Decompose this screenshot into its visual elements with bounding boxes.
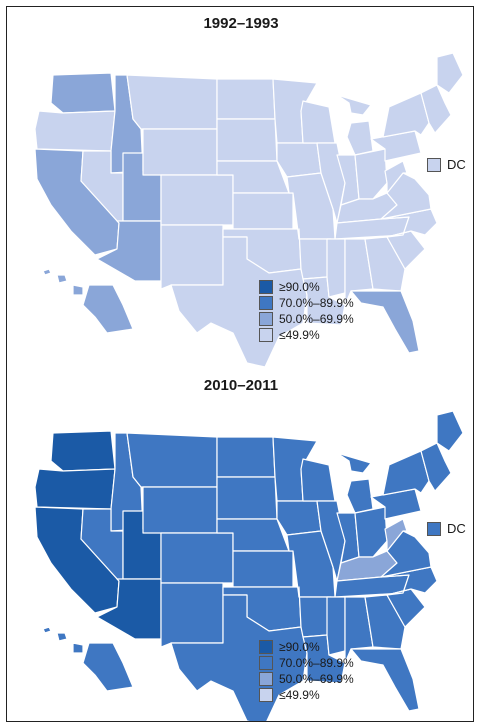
state-or: [34, 468, 116, 510]
state-wy: [142, 128, 218, 176]
legend-label: ≤49.9%: [279, 328, 320, 342]
state-ga: [364, 594, 406, 650]
legend-swatch: [259, 280, 273, 294]
state-va: [380, 172, 432, 220]
us-choropleth-map: [34, 52, 464, 367]
legend-label: 70.0%–89.9%: [279, 656, 354, 670]
state-wa: [50, 72, 116, 114]
map-panel-1992-1993: 1992–1993 DC ≥90.0% 70.0%–89.9% 50.0%–69…: [7, 7, 475, 367]
state-ia: [276, 500, 322, 536]
state-wv: [384, 518, 408, 552]
state-sd: [216, 118, 278, 162]
legend-label: ≤49.9%: [279, 688, 320, 702]
state-mt: [126, 432, 218, 488]
state-nd: [216, 78, 276, 120]
state-me: [436, 410, 464, 452]
legend-label: 70.0%–89.9%: [279, 296, 354, 310]
figure-frame: 1992–1993 DC ≥90.0% 70.0%–89.9% 50.0%–69…: [6, 6, 474, 722]
dc-label: DC: [447, 157, 466, 172]
state-fl: [350, 648, 420, 712]
state-nm: [160, 582, 224, 648]
state-ks: [232, 192, 294, 230]
legend: ≥90.0% 70.0%–89.9% 50.0%–69.9% ≤49.9%: [259, 639, 354, 703]
legend-item: 70.0%–89.9%: [259, 295, 354, 311]
legend-swatch: [259, 672, 273, 686]
state-wy: [142, 486, 218, 534]
dc-indicator: DC: [427, 157, 466, 172]
legend-item: ≤49.9%: [259, 687, 354, 703]
dc-indicator: DC: [427, 521, 466, 536]
state-mt: [126, 74, 218, 130]
legend-label: ≥90.0%: [279, 640, 320, 654]
state-me: [436, 52, 464, 94]
state-mi: [336, 452, 374, 514]
state-ny: [382, 450, 430, 496]
state-nm: [160, 224, 224, 290]
state-hi: [42, 626, 84, 654]
state-ks: [232, 550, 294, 588]
state-wa: [50, 430, 116, 472]
state-nc: [380, 566, 438, 596]
state-ny: [382, 92, 430, 138]
legend-swatch: [259, 640, 273, 654]
panel-title: 1992–1993: [203, 15, 279, 32]
state-fl: [350, 290, 420, 354]
legend-swatch: [259, 312, 273, 326]
legend-item: ≥90.0%: [259, 639, 354, 655]
us-choropleth-map: [34, 410, 464, 721]
state-or: [34, 110, 116, 152]
state-ak: [82, 642, 134, 692]
state-nd: [216, 436, 276, 478]
legend-item: ≤49.9%: [259, 327, 354, 343]
state-nc: [380, 208, 438, 238]
state-ms: [326, 596, 346, 656]
legend-label: ≥90.0%: [279, 280, 320, 294]
state-oh: [354, 148, 388, 200]
dc-label: DC: [447, 521, 466, 536]
state-oh: [354, 506, 388, 558]
state-mi: [336, 94, 374, 156]
dc-swatch: [427, 157, 441, 172]
legend-item: ≥90.0%: [259, 279, 354, 295]
state-ak: [82, 284, 134, 334]
map-panel-2010-2011: 2010–2011 DC ≥90.0% 70.0%–89.9% 50.0%–69…: [7, 369, 475, 721]
state-tx: [170, 236, 308, 367]
state-co: [160, 532, 234, 584]
legend-item: 50.0%–69.9%: [259, 311, 354, 327]
legend-label: 50.0%–69.9%: [279, 312, 354, 326]
state-sd: [216, 476, 278, 520]
legend-swatch: [259, 296, 273, 310]
state-wv: [384, 160, 408, 194]
state-va: [380, 530, 432, 578]
legend-swatch: [259, 688, 273, 702]
state-co: [160, 174, 234, 226]
state-hi: [42, 268, 84, 296]
state-ia: [276, 142, 322, 178]
state-wi: [300, 100, 336, 144]
legend-swatch: [259, 328, 273, 342]
state-wi: [300, 458, 336, 502]
panel-title: 2010–2011: [203, 377, 279, 394]
legend-swatch: [259, 656, 273, 670]
state-ms: [326, 238, 346, 298]
legend-item: 50.0%–69.9%: [259, 671, 354, 687]
legend-label: 50.0%–69.9%: [279, 672, 354, 686]
legend-item: 70.0%–89.9%: [259, 655, 354, 671]
state-ga: [364, 236, 406, 292]
state-tx: [170, 594, 308, 721]
dc-swatch: [427, 521, 441, 536]
legend: ≥90.0% 70.0%–89.9% 50.0%–69.9% ≤49.9%: [259, 279, 354, 343]
